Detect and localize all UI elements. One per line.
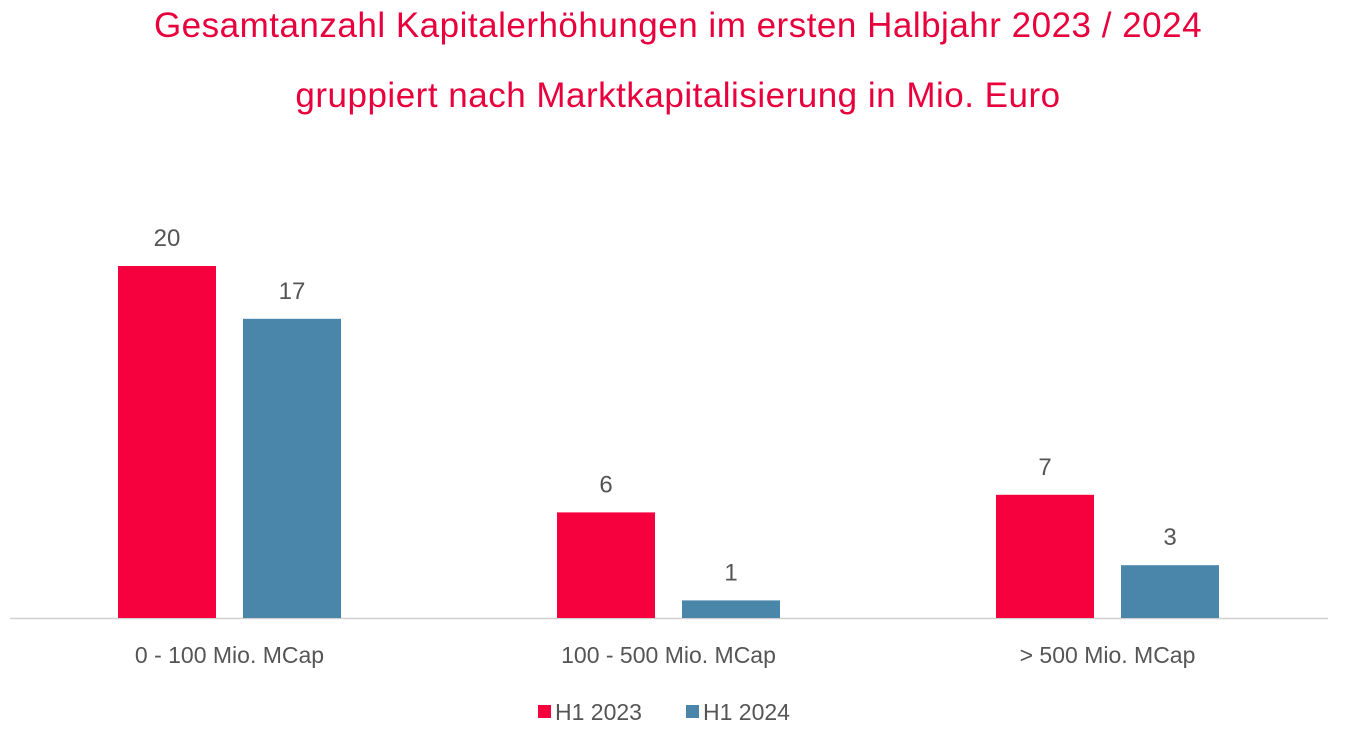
bar-h1-2024-2 [1121,565,1219,618]
data-label: 20 [154,225,181,252]
chart-subtitle: gruppiert nach Marktkapitalisierung in M… [295,76,1061,115]
data-label: 7 [1038,454,1051,481]
category-label: 0 - 100 Mio. MCap [135,642,324,668]
bar-h1-2024-1 [682,600,780,618]
data-label: 1 [724,559,737,586]
category-label: > 500 Mio. MCap [1020,642,1196,668]
bar-h1-2024-0 [243,318,341,618]
chart-title: Gesamtanzahl Kapitalerhöhungen im ersten… [153,6,1203,45]
data-label: 17 [279,278,306,305]
legend-swatch [538,705,551,718]
legend-label: H1 2024 [703,699,790,725]
bar-h1-2023-0 [118,266,216,618]
legend-label: H1 2023 [555,699,642,725]
data-label: 6 [599,471,612,498]
bar-h1-2023-2 [996,494,1094,618]
bar-h1-2023-1 [557,512,655,618]
legend-swatch [686,705,699,718]
category-label: 100 - 500 Mio. MCap [561,642,776,668]
data-label: 3 [1163,524,1176,551]
